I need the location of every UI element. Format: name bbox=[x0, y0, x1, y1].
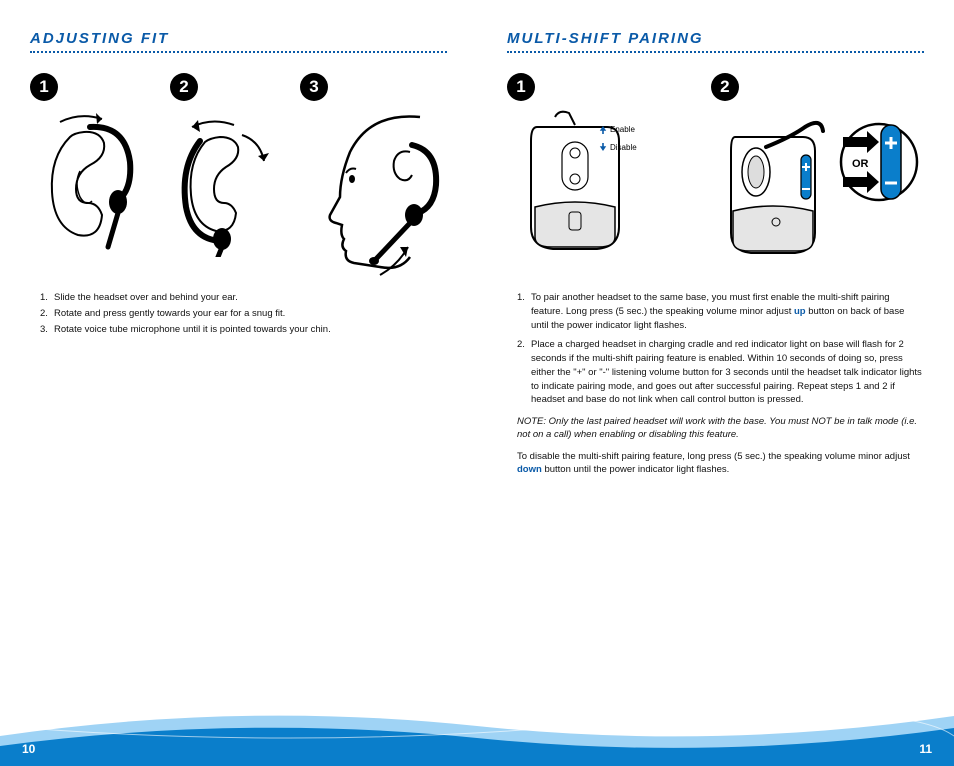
step-badge: 2 bbox=[170, 73, 198, 101]
instruction-text: To pair another headset to the same base… bbox=[531, 291, 924, 332]
divider-dotted bbox=[507, 51, 924, 53]
page-number-right: 11 bbox=[919, 742, 932, 756]
disable-label: Disable bbox=[610, 143, 637, 153]
enable-disable-labels: Enable Disable bbox=[599, 125, 637, 160]
pairing-figure-1: 1 Enable Disa bbox=[507, 73, 671, 267]
multishift-instructions: 1.To pair another headset to the same ba… bbox=[507, 291, 924, 407]
page-number-left: 10 bbox=[22, 742, 35, 756]
down-word: down bbox=[517, 464, 542, 475]
arrow-up-icon bbox=[599, 126, 607, 134]
left-page: ADJUSTING FIT 1 2 bbox=[0, 0, 477, 766]
or-detail-circle: OR bbox=[839, 107, 919, 217]
instruction-text: Rotate voice tube microphone until it is… bbox=[54, 323, 331, 337]
step-badge: 1 bbox=[507, 73, 535, 101]
step-badge: 1 bbox=[30, 73, 58, 101]
base-front-illustration bbox=[711, 107, 831, 267]
instruction-text: Place a charged headset in charging crad… bbox=[531, 338, 924, 407]
pairing-figure-2: 2 bbox=[711, 73, 924, 267]
ear-headset-illustration-1 bbox=[30, 107, 150, 257]
step-badge: 2 bbox=[711, 73, 739, 101]
divider-dotted bbox=[30, 51, 447, 53]
fit-figure-3: 3 bbox=[300, 73, 460, 277]
multishift-figures: 1 Enable Disa bbox=[507, 73, 924, 273]
disable-paragraph: To disable the multi-shift pairing featu… bbox=[507, 450, 924, 477]
ear-headset-illustration-2 bbox=[170, 107, 280, 257]
right-page: MULTI-SHIFT PAIRING 1 Enabl bbox=[477, 0, 954, 766]
adjusting-fit-instructions: 1.Slide the headset over and behind your… bbox=[30, 291, 447, 336]
face-profile-illustration bbox=[300, 107, 460, 277]
step-badge: 3 bbox=[300, 73, 328, 101]
instruction-text: Rotate and press gently towards your ear… bbox=[54, 307, 285, 321]
or-label: OR bbox=[852, 158, 869, 170]
multishift-title: MULTI-SHIFT PAIRING bbox=[507, 30, 924, 47]
multishift-note: NOTE: Only the last paired headset will … bbox=[507, 415, 924, 442]
fit-figure-2: 2 bbox=[170, 73, 280, 257]
adjusting-fit-title: ADJUSTING FIT bbox=[30, 30, 447, 47]
instruction-text: Slide the headset over and behind your e… bbox=[54, 291, 238, 305]
footer-wave bbox=[0, 696, 954, 766]
enable-label: Enable bbox=[610, 125, 635, 135]
arrow-down-icon bbox=[599, 143, 607, 151]
adjusting-fit-figures: 1 2 bbox=[30, 73, 447, 273]
fit-figure-1: 1 bbox=[30, 73, 150, 257]
